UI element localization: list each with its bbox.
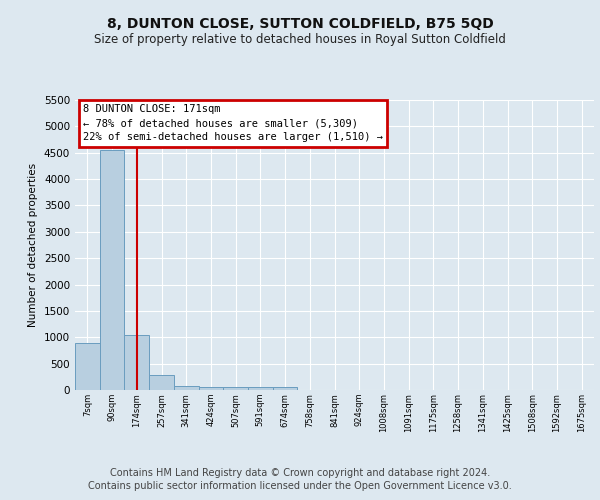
Text: 8 DUNTON CLOSE: 171sqm
← 78% of detached houses are smaller (5,309)
22% of semi-: 8 DUNTON CLOSE: 171sqm ← 78% of detached… — [83, 104, 383, 142]
Bar — [75, 342, 100, 390]
Y-axis label: Number of detached properties: Number of detached properties — [28, 163, 38, 327]
Text: Contains HM Land Registry data © Crown copyright and database right 2024.: Contains HM Land Registry data © Crown c… — [110, 468, 490, 477]
Text: Contains public sector information licensed under the Open Government Licence v3: Contains public sector information licen… — [88, 481, 512, 491]
Bar — [124, 334, 149, 390]
Text: 8, DUNTON CLOSE, SUTTON COLDFIELD, B75 5QD: 8, DUNTON CLOSE, SUTTON COLDFIELD, B75 5… — [107, 18, 493, 32]
Text: Size of property relative to detached houses in Royal Sutton Coldfield: Size of property relative to detached ho… — [94, 32, 506, 46]
Bar — [248, 388, 273, 390]
Bar — [223, 387, 248, 390]
Bar — [199, 387, 223, 390]
Bar — [100, 150, 124, 390]
Bar — [273, 388, 298, 390]
Bar — [174, 386, 199, 390]
Bar — [149, 375, 174, 390]
